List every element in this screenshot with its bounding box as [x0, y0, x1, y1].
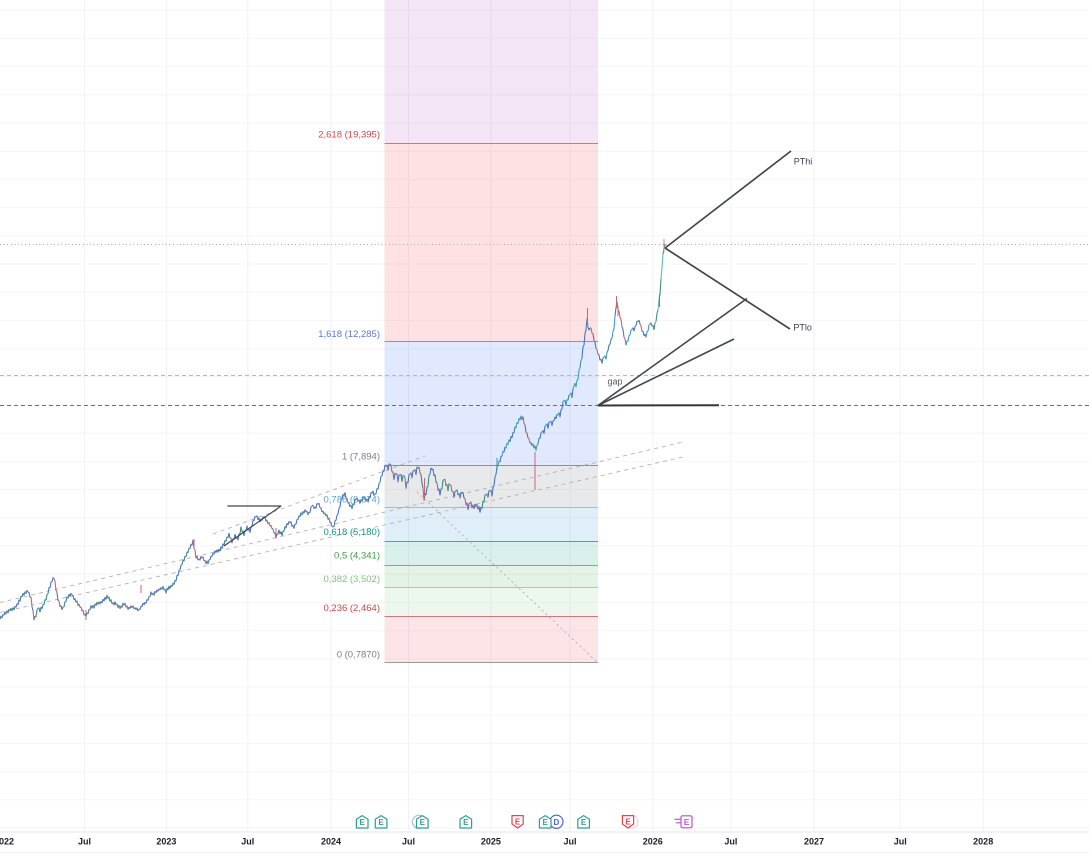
svg-text:1 (7,894): 1 (7,894)	[342, 452, 380, 463]
svg-text:2027: 2027	[804, 837, 824, 847]
svg-text:2,618 (19,395): 2,618 (19,395)	[318, 130, 380, 141]
svg-text:2025: 2025	[481, 837, 501, 847]
svg-text:0,618 (5,180): 0,618 (5,180)	[323, 527, 380, 538]
svg-text:E: E	[420, 818, 426, 827]
svg-text:E: E	[515, 818, 521, 827]
svg-text:0,786 (6,374): 0,786 (6,374)	[323, 495, 380, 506]
svg-text:2023: 2023	[156, 837, 176, 847]
svg-text:0,236 (2,464): 0,236 (2,464)	[323, 603, 380, 614]
svg-text:gap: gap	[608, 377, 623, 387]
svg-text:Jul: Jul	[724, 837, 737, 847]
svg-text:E: E	[684, 818, 690, 827]
svg-text:Jul: Jul	[78, 837, 91, 847]
svg-text:2026: 2026	[643, 837, 663, 847]
svg-text:2024: 2024	[321, 837, 341, 847]
svg-text:1,618 (12,285): 1,618 (12,285)	[318, 329, 380, 340]
svg-text:2022: 2022	[0, 837, 14, 847]
svg-text:Jul: Jul	[402, 837, 415, 847]
svg-text:0 (0,7870): 0 (0,7870)	[337, 650, 380, 661]
svg-text:E: E	[581, 818, 587, 827]
svg-text:E: E	[625, 818, 631, 827]
svg-text:Jul: Jul	[894, 837, 907, 847]
svg-text:0,5 (4,341): 0,5 (4,341)	[334, 551, 380, 562]
svg-text:E: E	[378, 818, 384, 827]
svg-text:PThi: PThi	[794, 157, 813, 167]
svg-text:Jul: Jul	[241, 837, 254, 847]
svg-text:Jul: Jul	[563, 837, 576, 847]
svg-text:PTlo: PTlo	[793, 323, 812, 333]
svg-text:2028: 2028	[973, 837, 993, 847]
svg-text:D: D	[554, 818, 560, 827]
svg-text:0,382 (3,502): 0,382 (3,502)	[323, 574, 380, 585]
svg-text:E: E	[360, 818, 366, 827]
svg-text:E: E	[463, 818, 469, 827]
svg-text:E: E	[543, 818, 549, 827]
